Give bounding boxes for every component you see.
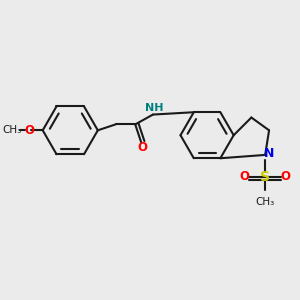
Text: S: S [260,169,270,184]
Text: O: O [281,170,291,183]
Text: O: O [24,124,34,137]
Text: N: N [264,147,274,161]
Text: NH: NH [145,103,163,113]
Text: O: O [239,170,250,183]
Text: CH₃: CH₃ [256,197,275,207]
Text: CH₃: CH₃ [3,125,22,135]
Text: O: O [137,140,147,154]
